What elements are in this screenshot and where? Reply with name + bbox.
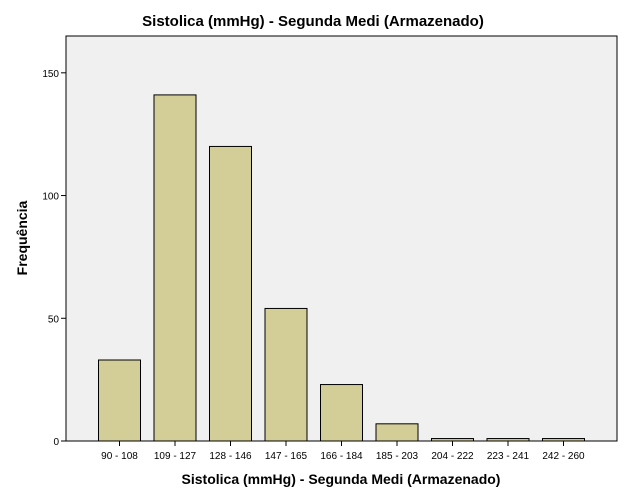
- bar: [431, 438, 474, 442]
- x-tick-label: 242 - 260: [542, 451, 585, 462]
- bar: [264, 307, 308, 442]
- x-tick-label: 147 - 165: [265, 451, 308, 462]
- bar: [98, 359, 141, 442]
- chart-title: Sistolica (mmHg) - Segunda Medi (Armazen…: [142, 13, 484, 30]
- bar: [375, 423, 419, 442]
- bar: [542, 438, 585, 442]
- bar: [153, 94, 197, 442]
- y-axis-title: Frequência: [14, 200, 30, 275]
- x-tick-label: 223 - 241: [487, 451, 530, 462]
- bar: [320, 384, 363, 442]
- y-tick-label: 50: [48, 314, 60, 325]
- y-tick-label: 150: [42, 69, 59, 80]
- x-tick-label: 109 - 127: [154, 451, 197, 462]
- bar: [209, 145, 252, 442]
- plot-area: [65, 35, 618, 442]
- y-tick-label: 100: [42, 192, 59, 203]
- x-tick-label: 128 - 146: [209, 451, 252, 462]
- x-tick-label: 90 - 108: [101, 451, 138, 462]
- x-tick-label: 204 - 222: [431, 451, 474, 462]
- x-tick-label: 166 - 184: [320, 451, 363, 462]
- y-axis: 0 50 100 150: [42, 69, 66, 448]
- x-tick-label: 185 - 203: [376, 451, 419, 462]
- x-axis-title: Sistolica (mmHg) - Segunda Medi (Armazen…: [182, 471, 501, 487]
- y-tick-label: 0: [53, 437, 59, 448]
- bar: [486, 438, 530, 442]
- x-axis: 90 - 108 109 - 127 128 - 146 147 - 165 166 -…: [101, 441, 585, 462]
